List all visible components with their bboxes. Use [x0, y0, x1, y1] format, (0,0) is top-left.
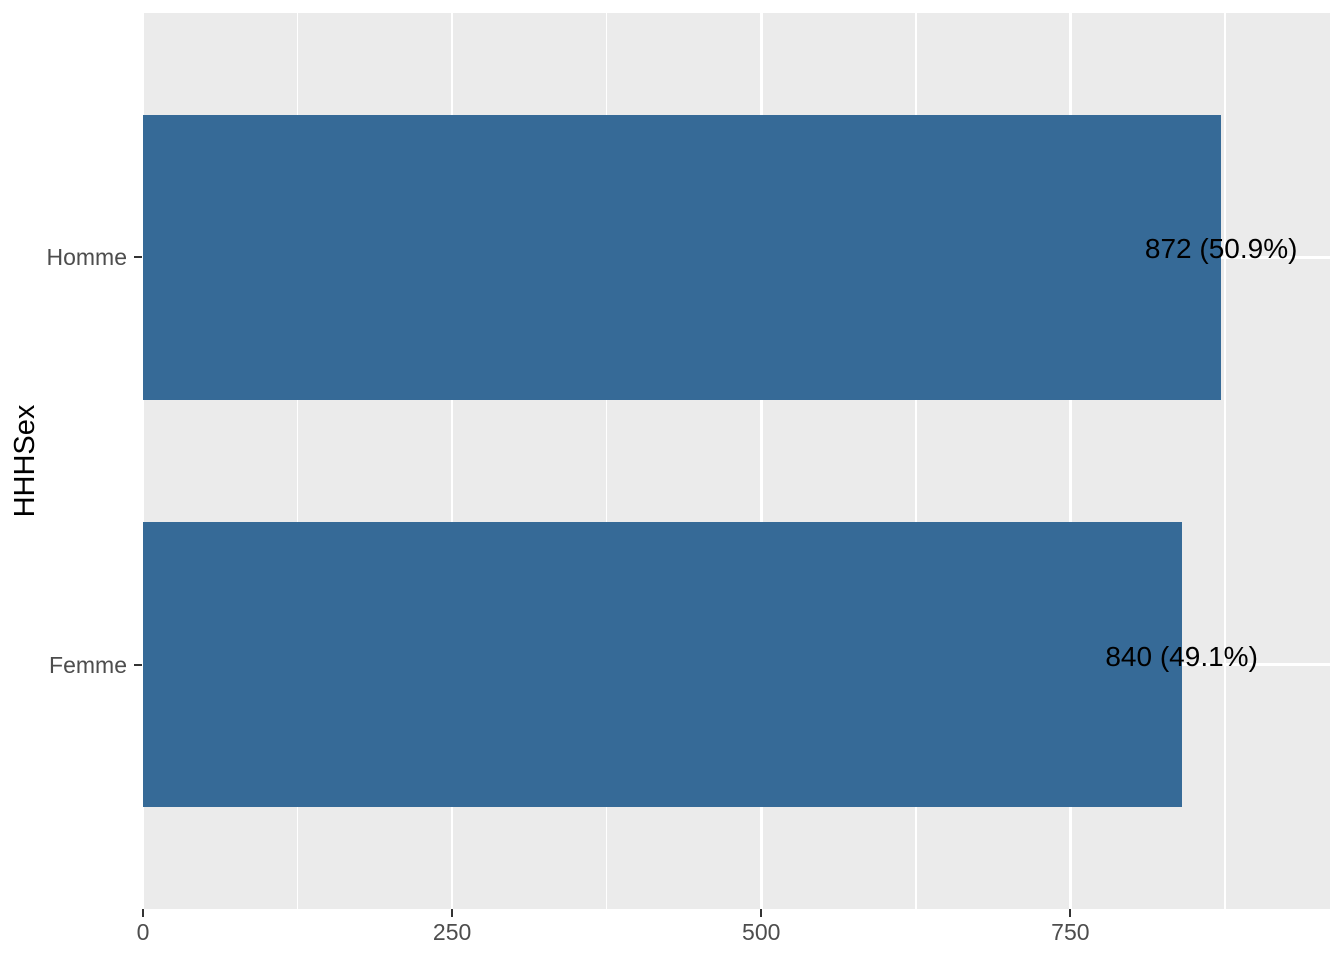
minor-gridline — [296, 13, 299, 909]
x-tick-label-0: 0 — [136, 919, 150, 945]
x-tick-mark — [451, 909, 454, 917]
x-tick-label-250: 250 — [432, 919, 472, 945]
x-tick-label-750: 750 — [1051, 919, 1090, 945]
bar-homme — [143, 114, 1222, 400]
x-tick-mark — [142, 909, 144, 917]
plot-panel: 872 (50.9%) 840 (49.1%) — [141, 13, 1330, 909]
x-tick-mark — [760, 909, 763, 917]
major-gridline — [759, 13, 763, 909]
y-tick-label-femme: Femme — [49, 651, 127, 678]
major-gridline — [1069, 13, 1072, 909]
y-tick-label-homme: Homme — [46, 244, 127, 271]
minor-gridline — [605, 13, 608, 909]
x-tick-mark — [1069, 909, 1072, 917]
x-tick-label-500: 500 — [742, 919, 781, 945]
minor-gridline — [914, 13, 917, 909]
bar-value-label-homme: 872 (50.9%) — [1144, 233, 1298, 265]
y-axis-title: HHHSex — [8, 404, 41, 518]
y-tick-mark — [134, 663, 142, 666]
major-gridline — [141, 13, 145, 909]
minor-gridline — [1224, 13, 1226, 909]
major-gridline — [450, 13, 454, 909]
bar-value-label-femme: 840 (49.1%) — [1105, 640, 1258, 672]
bar-femme — [143, 522, 1182, 808]
y-tick-mark — [134, 256, 142, 259]
